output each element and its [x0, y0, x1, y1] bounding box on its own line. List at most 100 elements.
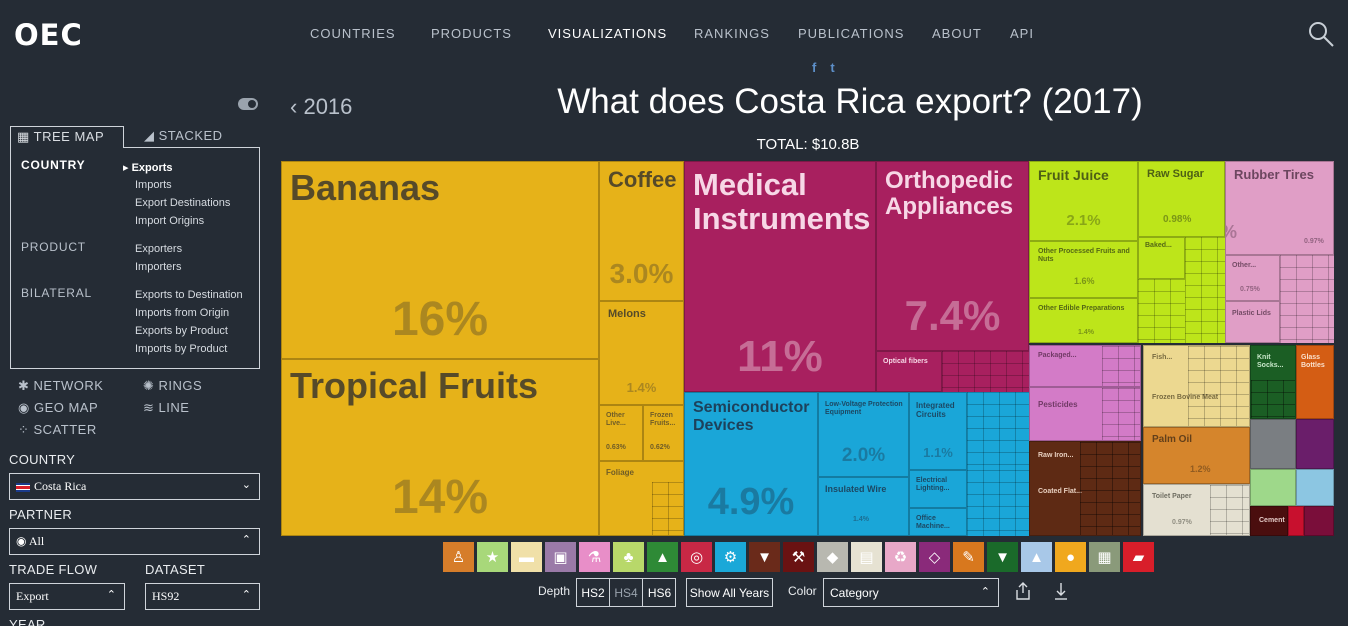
nav-publications[interactable]: PUBLICATIONS: [798, 26, 905, 41]
textiles-icon[interactable]: ◎: [681, 542, 712, 572]
cell-optical-fibers[interactable]: Optical fibers: [876, 351, 942, 392]
trade-flow-select[interactable]: Export ⌃: [9, 583, 125, 610]
viz-network[interactable]: ✱ NETWORK: [18, 378, 104, 393]
footwear-icon[interactable]: ▲: [647, 542, 678, 572]
cell-other-pink[interactable]: Other... 0.75%: [1225, 255, 1280, 301]
cell-semiconductor-devices[interactable]: Semiconductor Devices 4.9%: [684, 392, 818, 536]
metals-icon[interactable]: ▼: [749, 542, 780, 572]
cell-knit-socks[interactable]: Knit Socks...: [1250, 345, 1296, 419]
nav-about[interactable]: ABOUT: [932, 26, 982, 41]
cell-cement[interactable]: Cement: [1250, 506, 1288, 536]
viz-rings[interactable]: ✺ RINGS: [143, 378, 203, 393]
hs6-button[interactable]: HS6: [647, 585, 672, 600]
stone-icon[interactable]: ◆: [817, 542, 848, 572]
precious-metals-icon[interactable]: ◇: [919, 542, 950, 572]
cell-pesticides[interactable]: Pesticides: [1029, 387, 1141, 441]
chemical-products-icon[interactable]: ⚗: [579, 542, 610, 572]
cell-machines-misc[interactable]: [967, 392, 1029, 470]
cell-frozen-fruits[interactable]: Frozen Fruits... 0.62%: [643, 405, 684, 461]
menu-import-origins[interactable]: Import Origins: [135, 215, 205, 227]
menu-imports[interactable]: Imports: [135, 179, 172, 191]
cell-rubber-tires[interactable]: Rubber Tires 1.6% 0.97%: [1225, 161, 1334, 255]
cell-orthopedic-appliances[interactable]: Orthopedic Appliances 7.4%: [876, 161, 1029, 351]
foodstuffs-icon[interactable]: ▣: [545, 542, 576, 572]
tab-stacked[interactable]: ◢ STACKED: [144, 128, 223, 143]
cell-electrical-lighting[interactable]: Electrical Lighting...: [909, 470, 967, 508]
cell-plastics-misc[interactable]: [1280, 255, 1334, 343]
viz-geomap[interactable]: ◉ GEO MAP: [18, 400, 99, 415]
nav-visualizations[interactable]: VISUALIZATIONS: [548, 26, 668, 41]
cell-palm-oil[interactable]: Palm Oil 1.2%: [1143, 427, 1250, 484]
cell-raw-sugar[interactable]: Raw Sugar 0.98%: [1138, 161, 1225, 237]
cell-precious-metals[interactable]: [1296, 419, 1334, 469]
menu-imports-from-origin[interactable]: Imports from Origin: [135, 307, 230, 319]
sidebar-toggle[interactable]: [238, 98, 258, 110]
viz-line[interactable]: ≋ LINE: [143, 400, 190, 415]
cell-machines-misc-2[interactable]: [967, 470, 1029, 536]
cell-stone[interactable]: [1250, 419, 1296, 469]
download-icon[interactable]: [1053, 582, 1069, 600]
cell-toilet-paper[interactable]: Toilet Paper 0.97%: [1143, 484, 1250, 536]
cell-fish[interactable]: Fish... Frozen Bovine Meat: [1143, 345, 1250, 427]
cell-low-voltage[interactable]: Low-Voltage Protection Equipment 2.0%: [818, 392, 909, 477]
cell-plastic-lids[interactable]: Plastic Lids: [1225, 301, 1280, 343]
cell-office-machine[interactable]: Office Machine...: [909, 508, 967, 536]
cell-coffee[interactable]: Coffee 3.0%: [599, 161, 684, 301]
category-product[interactable]: PRODUCT: [21, 240, 86, 254]
cell-transport[interactable]: [1296, 469, 1334, 506]
cell-glass-bottles[interactable]: Glass Bottles: [1296, 345, 1334, 419]
textiles-shirt-icon[interactable]: ▼: [987, 542, 1018, 572]
country-select[interactable]: Costa Rica ⌄: [9, 473, 260, 500]
cell-melons[interactable]: Melons 1.4%: [599, 301, 684, 405]
category-bilateral[interactable]: BILATERAL: [21, 286, 93, 300]
hs4-button[interactable]: HS4: [610, 579, 643, 606]
menu-importers[interactable]: Importers: [135, 261, 182, 273]
cell-fruit-juice[interactable]: Fruit Juice 2.1%: [1029, 161, 1138, 241]
cell-other-processed[interactable]: Other Processed Fruits and Nuts 1.6%: [1029, 241, 1138, 298]
show-all-years-button[interactable]: Show All Years: [686, 578, 773, 607]
share-icon[interactable]: [1015, 582, 1031, 600]
cell-tropical-fruits[interactable]: Tropical Fruits 14%: [281, 359, 599, 536]
nav-rankings[interactable]: RANKINGS: [694, 26, 770, 41]
wood-products-icon[interactable]: ♣: [613, 542, 644, 572]
cell-integrated-circuits[interactable]: Integrated Circuits 1.1%: [909, 392, 967, 470]
cell-foodstuffs-misc[interactable]: [1185, 237, 1225, 343]
cell-vegetable-misc[interactable]: [1250, 469, 1296, 506]
cell-other-edible[interactable]: Other Edible Preparations 1.4%: [1029, 298, 1138, 343]
partner-select[interactable]: ◉ All ⌃: [9, 528, 260, 555]
cell-misc-2[interactable]: [1304, 506, 1334, 536]
category-country[interactable]: COUNTRY: [21, 158, 86, 172]
menu-exporters[interactable]: Exporters: [135, 243, 183, 255]
vegetable-products-icon[interactable]: ★: [477, 542, 508, 572]
search-icon[interactable]: [1307, 20, 1335, 48]
cell-insulated-wire[interactable]: Insulated Wire 1.4%: [818, 477, 909, 536]
nav-products[interactable]: PRODUCTS: [431, 26, 512, 41]
plastics-icon[interactable]: ♻: [885, 542, 916, 572]
viz-scatter[interactable]: ⁘ SCATTER: [18, 422, 97, 437]
menu-export-destinations[interactable]: Export Destinations: [135, 197, 231, 209]
animal-products-icon[interactable]: ♙: [443, 542, 474, 572]
nav-api[interactable]: API: [1010, 26, 1034, 41]
misc-icon[interactable]: ▰: [1123, 542, 1154, 572]
nav-countries[interactable]: COUNTRIES: [310, 26, 396, 41]
tab-treemap[interactable]: ▦ TREE MAP: [10, 126, 124, 148]
mineral-products-icon[interactable]: ⚒: [783, 542, 814, 572]
cell-other-live[interactable]: Other Live... 0.63%: [599, 405, 643, 461]
twitter-icon[interactable]: t: [830, 60, 835, 75]
cell-raw-iron[interactable]: Raw Iron... Coated Flat...: [1029, 441, 1141, 536]
dataset-select[interactable]: HS92 ⌃: [145, 583, 260, 610]
color-select[interactable]: Category ⌃: [823, 578, 999, 607]
facebook-icon[interactable]: f: [812, 60, 817, 75]
cell-foliage[interactable]: Foliage: [599, 461, 684, 536]
paper-goods-icon[interactable]: ▤: [851, 542, 882, 572]
weapons-icon[interactable]: ▦: [1089, 542, 1120, 572]
instruments-icon[interactable]: ✎: [953, 542, 984, 572]
arts-icon[interactable]: ●: [1055, 542, 1086, 572]
cell-baked[interactable]: Baked...: [1138, 237, 1185, 279]
menu-exports-by-product[interactable]: Exports by Product: [135, 325, 228, 337]
cell-misc[interactable]: [1288, 506, 1304, 536]
cell-foodstuffs-misc-2[interactable]: [1138, 279, 1185, 343]
transportation-icon[interactable]: ▲: [1021, 542, 1052, 572]
menu-imports-by-product[interactable]: Imports by Product: [135, 343, 228, 355]
cell-packaged[interactable]: Packaged...: [1029, 345, 1141, 387]
